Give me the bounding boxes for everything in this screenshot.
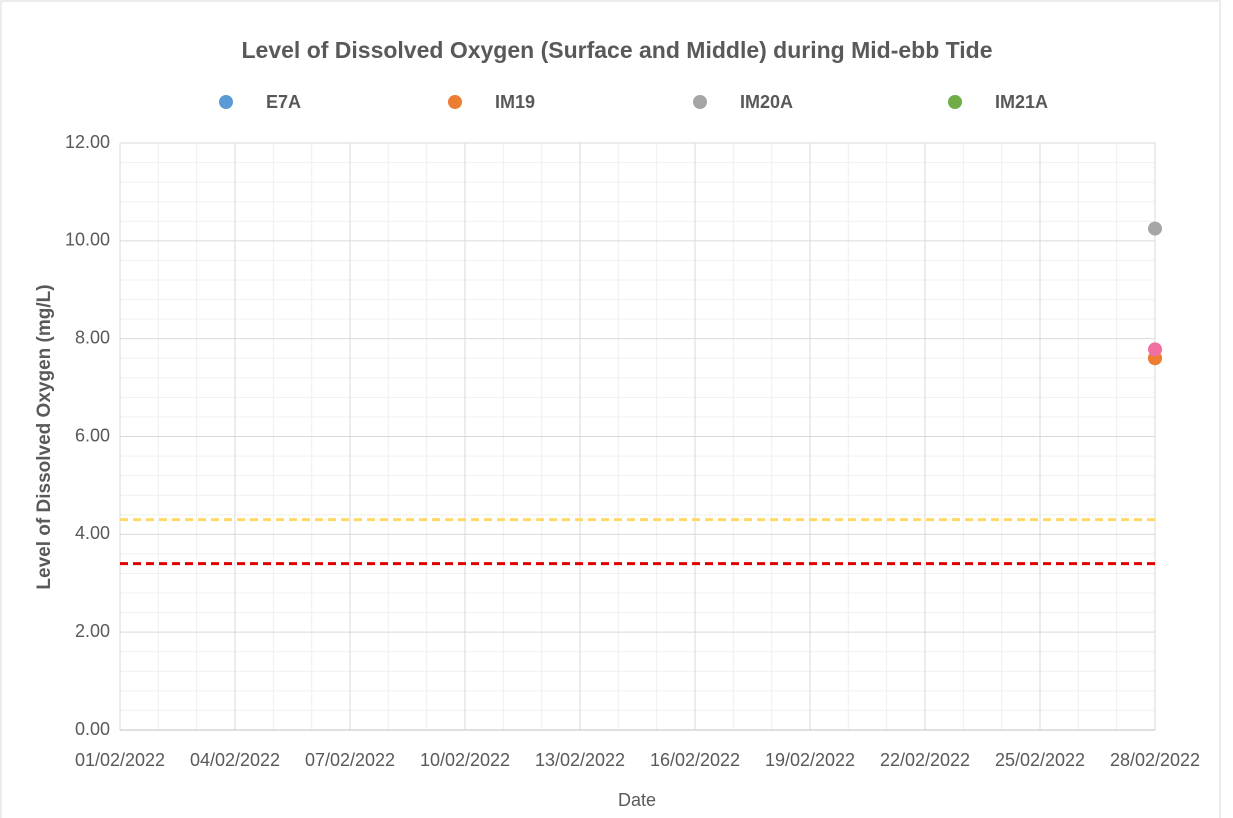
x-tick-label: 25/02/2022 xyxy=(995,750,1085,770)
legend-marker xyxy=(693,95,707,109)
x-axis-label: Date xyxy=(618,790,656,810)
chart-title: Level of Dissolved Oxygen (Surface and M… xyxy=(241,37,992,63)
grid xyxy=(119,142,1156,731)
x-tick-label: 04/02/2022 xyxy=(190,750,280,770)
legend-marker xyxy=(219,95,233,109)
y-tick-label: 4.00 xyxy=(75,523,110,543)
x-tick-label: 22/02/2022 xyxy=(880,750,970,770)
y-tick-label: 12.00 xyxy=(65,132,110,152)
legend-label: IM20A xyxy=(740,92,793,112)
y-tick-label: 10.00 xyxy=(65,230,110,250)
legend-label: E7A xyxy=(266,92,301,112)
data-point xyxy=(1148,221,1162,236)
x-tick-label: 07/02/2022 xyxy=(305,750,395,770)
x-tick-label: 13/02/2022 xyxy=(535,750,625,770)
y-tick-label: 6.00 xyxy=(75,425,110,445)
legend-label: IM19 xyxy=(495,92,535,112)
legend-marker xyxy=(448,95,462,109)
x-tick-label: 19/02/2022 xyxy=(765,750,855,770)
y-tick-label: 2.00 xyxy=(75,621,110,641)
y-tick-label: 8.00 xyxy=(75,327,110,347)
marks xyxy=(120,221,1162,566)
x-tick-label: 10/02/2022 xyxy=(420,750,510,770)
y-axis-label: Level of Dissolved Oxygen (mg/L) xyxy=(34,284,55,589)
data-point xyxy=(1148,342,1162,357)
x-tick-label: 01/02/2022 xyxy=(75,750,165,770)
x-tick-label: 16/02/2022 xyxy=(650,750,740,770)
legend-label: IM21A xyxy=(995,92,1048,112)
legend-marker xyxy=(948,95,962,109)
y-tick-label: 0.00 xyxy=(75,719,110,739)
x-tick-label: 28/02/2022 xyxy=(1110,750,1200,770)
